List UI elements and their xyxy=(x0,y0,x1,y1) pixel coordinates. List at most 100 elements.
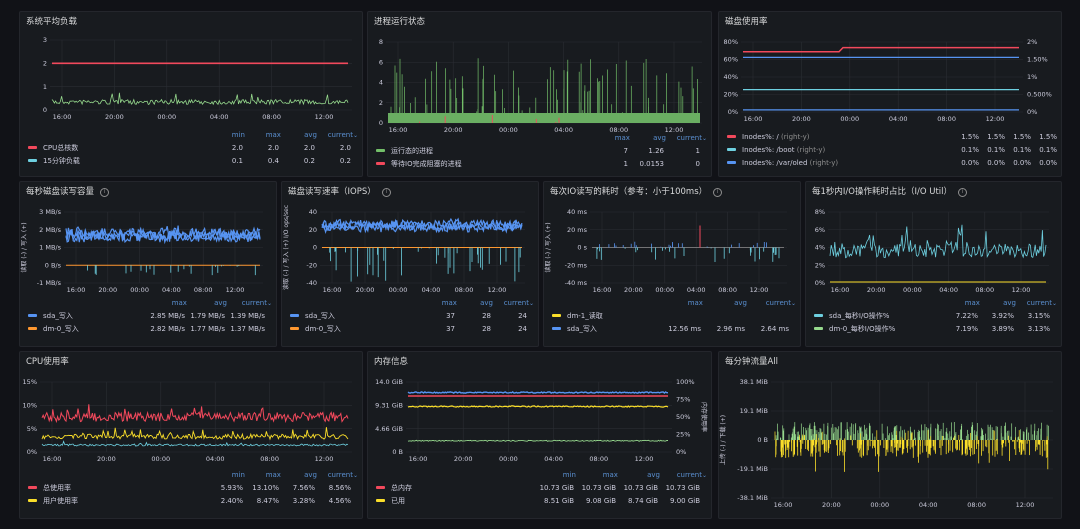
legend-value: 0.0% xyxy=(987,158,1005,167)
legend-header-current[interactable]: current xyxy=(765,299,791,307)
series-name: Inodes%: /boot xyxy=(742,145,795,154)
y-tick-label: 0% xyxy=(728,108,738,116)
info-icon[interactable]: i xyxy=(381,188,391,197)
rw-bytes-chart: 3 MB/s 2 MB/s 1 MB/s 0 B/s -1 MB/s 16:00 20:00… xyxy=(20,208,263,294)
legend-row[interactable]: 总使用率 5.93% 13.10% 7.56% 8.56% xyxy=(24,481,358,494)
x-tick-label: 12:00 xyxy=(986,115,1005,123)
sort-chevron-icon[interactable]: ⌄ xyxy=(1051,299,1057,307)
legend-row[interactable]: sda_写入 12.56 ms 2.96 ms 2.64 ms xyxy=(548,322,796,335)
legend-header-avg[interactable]: avg xyxy=(480,299,493,307)
legend-series-name: sda_写入 xyxy=(43,311,145,321)
legend-row[interactable]: CPU总核数 2.0 2.0 2.0 2.0 xyxy=(24,141,358,154)
legend-header-max[interactable]: max xyxy=(265,131,281,139)
x-tick-label: 04:00 xyxy=(206,455,225,463)
series-axis-note: (right-y) xyxy=(809,158,839,167)
legend-row[interactable]: dm-0_写入 37 28 24 xyxy=(286,322,534,335)
series-spikes-upload-up xyxy=(774,430,1048,440)
series-band-sda-write xyxy=(65,225,261,245)
legend-value: 2.0 xyxy=(339,143,351,152)
legend-header-current[interactable]: current xyxy=(327,131,353,139)
legend-series-name: 总内存 xyxy=(391,483,532,493)
legend-header-min[interactable]: min xyxy=(231,131,245,139)
series-name: 等待IO完成阻塞的进程 xyxy=(391,159,462,168)
x-tick-label: 04:00 xyxy=(422,286,441,294)
legend-header-max[interactable]: max xyxy=(265,471,281,479)
legend-value: 8.47% xyxy=(256,496,279,505)
sort-chevron-icon[interactable]: ⌄ xyxy=(528,299,534,307)
y-tick-label: 20 ms xyxy=(567,226,588,234)
y-tick-label: 15% xyxy=(23,378,37,386)
legend-header-max[interactable]: max xyxy=(171,299,187,307)
legend-value: 3.28% xyxy=(292,496,315,505)
legend-header-current[interactable]: current xyxy=(676,134,702,142)
y-tick-label: 20% xyxy=(724,91,738,99)
legend-value: 1.5% xyxy=(1039,132,1057,141)
series-color-swatch xyxy=(727,135,736,138)
legend-header-avg[interactable]: avg xyxy=(653,134,666,142)
legend-header-current[interactable]: current xyxy=(241,299,267,307)
legend-row[interactable]: 等待IO完成阻塞的进程 1 0.0153 0 xyxy=(372,157,707,170)
legend-value: 13.10% xyxy=(252,483,279,492)
legend-row[interactable]: 已用 8.51 GiB 9.08 GiB 8.74 GiB 9.00 GiB xyxy=(372,494,707,507)
legend-header-min[interactable]: min xyxy=(231,471,245,479)
legend-header-avg[interactable]: avg xyxy=(734,299,747,307)
legend-header-avg[interactable]: avg xyxy=(647,471,660,479)
series-color-swatch xyxy=(552,314,561,317)
legend-row[interactable]: Inodes%: /var/oled (right-y) 0.0% 0.0% 0.0%… xyxy=(723,156,1057,169)
legend-value: 1.37 MB/s xyxy=(230,324,265,333)
legend-row[interactable]: 总内存 10.73 GiB 10.73 GiB 10.73 GiB 10.73 GiB xyxy=(372,481,707,494)
cpu-chart: 15% 10% 5% 0% 16:00 20:00 00:00 04:00 08:00 12:00 xyxy=(23,378,352,463)
x-tick-label: 20:00 xyxy=(356,286,375,294)
legend-header-max[interactable]: max xyxy=(441,299,457,307)
y-tick-label: 4 xyxy=(379,79,383,87)
panel-title: 内存信息 xyxy=(374,357,409,367)
info-icon[interactable]: i xyxy=(100,188,110,197)
legend-row[interactable]: Inodes%: / (right-y) 1.5% 1.5% 1.5% 1.5% xyxy=(723,130,1057,143)
legend-row[interactable]: dm-0_每秒I/O操作% 7.19% 3.89% 3.13% xyxy=(810,322,1057,335)
info-icon[interactable]: i xyxy=(713,188,723,197)
legend-header-min[interactable]: min xyxy=(562,471,576,479)
legend-row[interactable]: 运行态的进程 7 1.26 1 xyxy=(372,144,707,157)
legend-header-max[interactable]: max xyxy=(614,134,630,142)
legend-row[interactable]: sda_写入 37 28 24 xyxy=(286,309,534,322)
legend-value: 0.1 xyxy=(231,156,243,165)
legend-row[interactable]: dm-1_读取 xyxy=(548,309,796,322)
sort-chevron-icon[interactable]: ⌄ xyxy=(352,131,358,139)
sort-chevron-icon[interactable]: ⌄ xyxy=(701,134,707,142)
y-tick-label-right: 1% xyxy=(1027,73,1037,81)
legend-value: 37 xyxy=(446,311,455,320)
series-name: sda_写入 xyxy=(567,324,597,333)
sort-chevron-icon[interactable]: ⌄ xyxy=(266,299,272,307)
legend-header: max avg current ⌄ xyxy=(24,297,272,309)
legend-row[interactable]: 15分钟负载 0.1 0.4 0.2 0.2 xyxy=(24,154,358,167)
legend-header-avg[interactable]: avg xyxy=(304,471,317,479)
legend-header-current[interactable]: current xyxy=(1026,299,1052,307)
info-icon[interactable]: i xyxy=(958,188,968,197)
legend-header-current[interactable]: current xyxy=(676,471,702,479)
legend-row[interactable]: sda_每秒I/O操作% 7.22% 3.92% 3.15% xyxy=(810,309,1057,322)
legend-header-avg[interactable]: avg xyxy=(1003,299,1016,307)
x-tick-label: 12:00 xyxy=(750,286,769,294)
y-tick-label: 0 xyxy=(313,244,317,252)
legend-header-max[interactable]: max xyxy=(964,299,980,307)
legend-header-current[interactable]: current xyxy=(503,299,529,307)
legend-header-max[interactable]: max xyxy=(602,471,618,479)
legend-row[interactable]: dm-0_写入 2.82 MB/s 1.77 MB/s 1.37 MB/s xyxy=(24,322,272,335)
legend: max avg current ⌄ 运行态的进程 7 1.26 1 等待IO完成阻塞的进程 1 0… xyxy=(372,132,707,170)
legend-value: 2.0 xyxy=(267,143,279,152)
sort-chevron-icon[interactable]: ⌄ xyxy=(352,471,358,479)
x-tick-label: 12:00 xyxy=(226,286,245,294)
x-tick-label: 00:00 xyxy=(499,455,518,463)
legend-header-avg[interactable]: avg xyxy=(214,299,227,307)
series-name: CPU总核数 xyxy=(43,143,79,152)
legend-row[interactable]: Inodes%: /boot (right-y) 0.1% 0.1% 0.1% 0.1% xyxy=(723,143,1057,156)
sort-chevron-icon[interactable]: ⌄ xyxy=(790,299,796,307)
legend-row[interactable]: 用户使用率 2.40% 8.47% 3.28% 4.56% xyxy=(24,494,358,507)
series-spikes-read xyxy=(87,265,256,276)
legend-header-max[interactable]: max xyxy=(687,299,703,307)
sort-chevron-icon[interactable]: ⌄ xyxy=(701,471,707,479)
legend-header-avg[interactable]: avg xyxy=(304,131,317,139)
legend-row[interactable]: sda_写入 2.85 MB/s 1.79 MB/s 1.39 MB/s xyxy=(24,309,272,322)
y-tick-label: 4% xyxy=(815,244,825,252)
legend-header-current[interactable]: current xyxy=(327,471,353,479)
